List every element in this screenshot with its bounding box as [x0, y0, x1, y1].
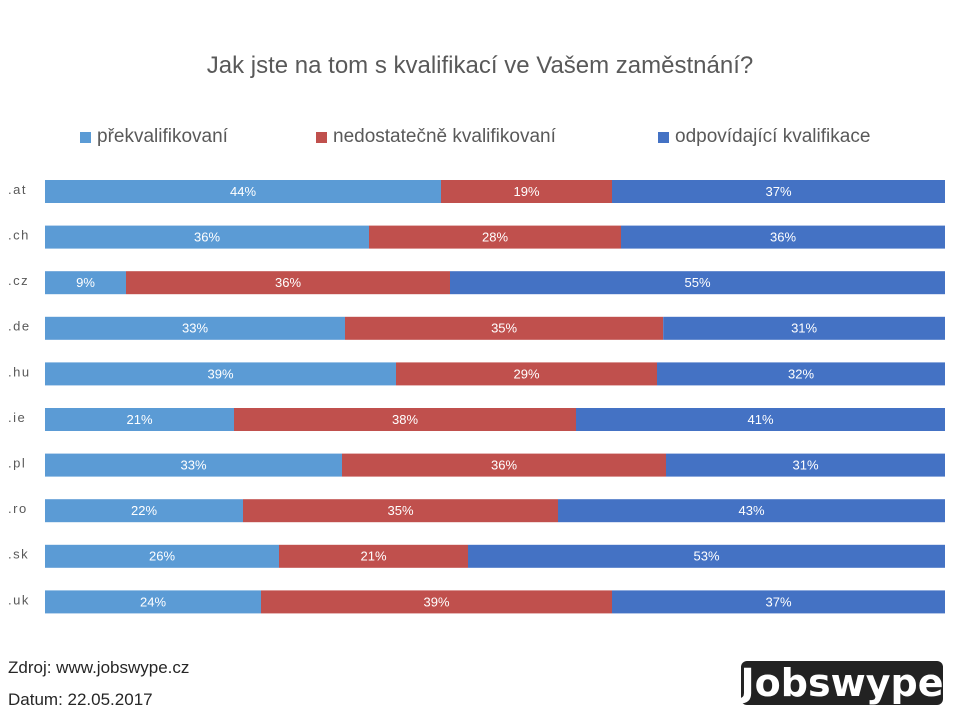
legend-label-odpovidajici: odpovídající kvalifikace	[675, 126, 871, 147]
data-label-at-series-1: 19%	[513, 184, 539, 199]
data-label-pl-series-2: 31%	[792, 458, 818, 473]
bar-hu-series-0	[45, 362, 396, 386]
data-label-cz-series-0: 9%	[76, 275, 95, 290]
data-label-hu-series-2: 32%	[788, 366, 814, 381]
bar-cz-series-0	[45, 271, 126, 295]
data-label-cz-series-2: 55%	[684, 275, 710, 290]
bar-hu-series-2	[657, 362, 945, 386]
data-label-ch-series-1: 28%	[482, 230, 508, 245]
data-label-sk-series-2: 53%	[693, 549, 719, 564]
data-label-de-series-0: 33%	[182, 321, 208, 336]
legend-swatch-nedostatecne	[316, 131, 327, 143]
category-label-cz: .cz	[8, 273, 29, 288]
legend-swatch-odpovidajici	[658, 131, 669, 143]
data-label-ch-series-0: 36%	[194, 230, 220, 245]
data-label-at-series-0: 44%	[230, 184, 256, 199]
legend-label-nedostatecne: nedostatečně kvalifikovaní	[333, 126, 556, 147]
data-label-ro-series-2: 43%	[738, 503, 764, 518]
chart-title: Jak jste na tom s kvalifikací ve Vašem z…	[206, 52, 754, 79]
bar-ie-series-0	[45, 408, 234, 431]
data-label-de-series-1: 35%	[491, 321, 517, 336]
category-label-de: .de	[8, 319, 31, 334]
data-label-de-series-2: 31%	[791, 321, 817, 336]
bar-at-series-2	[612, 180, 945, 203]
bar-de-series-2	[663, 316, 945, 340]
data-label-sk-series-1: 21%	[360, 549, 386, 564]
bar-de-series-0	[45, 316, 345, 340]
bar-pl-series-0	[45, 453, 342, 477]
bar-ro-series-0	[45, 499, 243, 523]
date-text: Datum: 22.05.2017	[8, 690, 153, 709]
bar-at-series-0	[45, 180, 441, 203]
data-label-hu-series-1: 29%	[513, 366, 539, 381]
bar-ie-series-1	[234, 408, 576, 431]
source-text: Zdroj: www.jobswype.cz	[8, 658, 190, 677]
legend-item-odpovidajici: odpovídající kvalifikace	[658, 126, 870, 148]
legend-swatch-prekvalifikovani	[80, 131, 91, 143]
data-label-ie-series-0: 21%	[126, 412, 152, 427]
data-label-ie-series-2: 41%	[747, 412, 773, 427]
data-label-uk-series-1: 39%	[423, 594, 449, 609]
category-label-ro: .ro	[8, 501, 28, 516]
jobswype-logo: Jobswype	[740, 661, 944, 705]
bar-uk-series-1	[261, 590, 612, 614]
bar-ie-series-2	[576, 408, 945, 431]
data-label-uk-series-2: 37%	[765, 594, 791, 609]
bar-uk-series-0	[45, 590, 261, 614]
data-label-pl-series-1: 36%	[491, 458, 517, 473]
data-label-sk-series-0: 26%	[149, 549, 175, 564]
data-label-ro-series-1: 35%	[387, 503, 413, 518]
legend-item-prekvalifikovani: překvalifikovaní	[80, 126, 228, 148]
category-label-ch: .ch	[8, 228, 30, 243]
data-label-pl-series-0: 33%	[180, 458, 206, 473]
legend-label-prekvalifikovani: překvalifikovaní	[97, 126, 228, 147]
bar-sk-series-0	[45, 544, 279, 568]
data-label-hu-series-0: 39%	[207, 366, 233, 381]
category-label-ie: .ie	[8, 410, 26, 425]
bar-ch-series-2	[621, 225, 945, 249]
category-label-sk: .sk	[8, 547, 29, 562]
category-label-hu: .hu	[8, 364, 31, 379]
bar-pl-series-1	[342, 453, 666, 477]
bar-pl-series-2	[666, 453, 945, 477]
data-label-at-series-2: 37%	[765, 184, 791, 199]
bar-ro-series-1	[243, 499, 558, 523]
category-label-uk: .uk	[8, 592, 30, 607]
category-label-at: .at	[8, 182, 27, 197]
bar-ro-series-2	[558, 499, 945, 523]
bar-sk-series-2	[468, 544, 945, 568]
bar-ch-series-0	[45, 225, 369, 249]
chart-legend: překvalifikovaní nedostatečně kvalifikov…	[0, 126, 960, 154]
bar-uk-series-2	[612, 590, 945, 614]
data-label-ie-series-1: 38%	[392, 412, 418, 427]
category-label-pl: .pl	[8, 456, 26, 471]
bar-at-series-1	[441, 180, 612, 203]
bar-cz-series-2	[450, 271, 945, 295]
bar-de-series-1	[345, 316, 664, 340]
data-label-ch-series-2: 36%	[770, 230, 796, 245]
bar-sk-series-1	[279, 544, 468, 568]
bar-ch-series-1	[369, 225, 621, 249]
data-label-cz-series-1: 36%	[275, 275, 301, 290]
data-label-uk-series-0: 24%	[140, 594, 166, 609]
bar-cz-series-1	[126, 271, 450, 295]
legend-item-nedostatecne: nedostatečně kvalifikovaní	[316, 126, 556, 148]
data-label-ro-series-0: 22%	[131, 503, 157, 518]
bar-hu-series-1	[396, 362, 657, 386]
